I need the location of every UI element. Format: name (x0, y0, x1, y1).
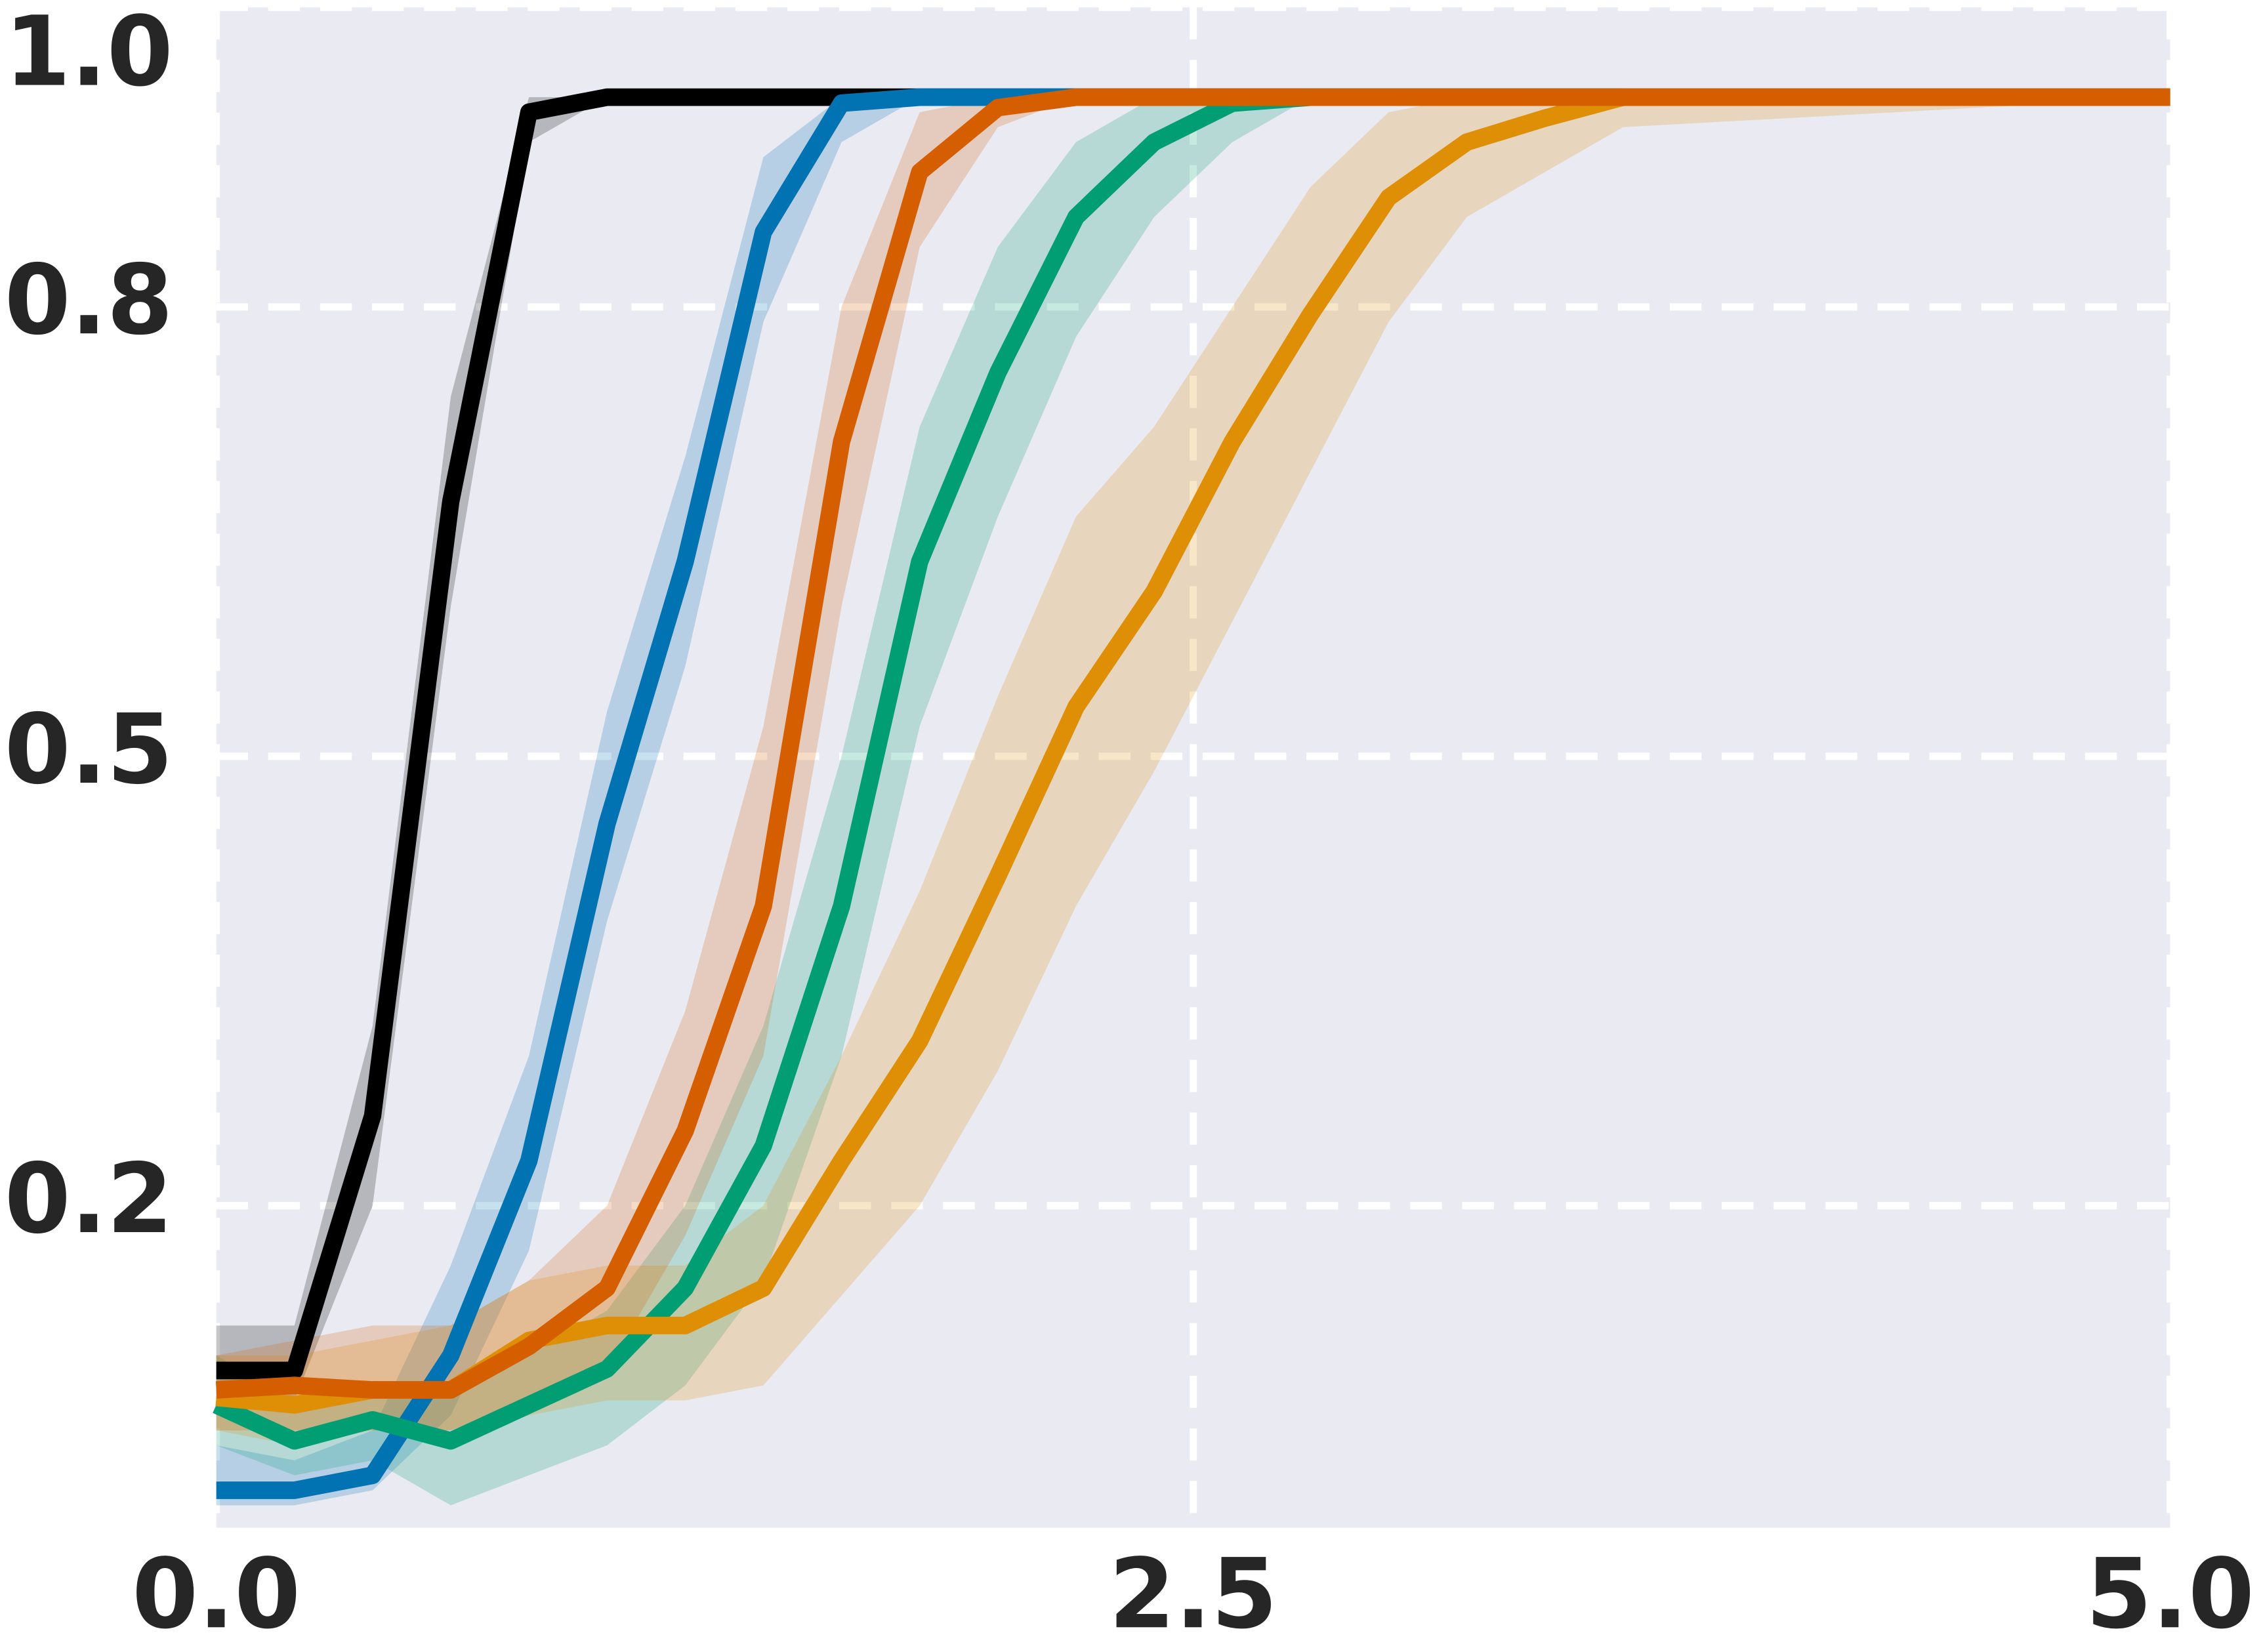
y-tick-label: 0.5 (5, 693, 173, 806)
series-line (215, 88, 2170, 1399)
y-tick-label: 0.2 (5, 1143, 173, 1255)
y-tick-label: 0.8 (5, 244, 173, 356)
y-tick-label: 1.0 (5, 0, 173, 108)
confidence-band (216, 97, 2170, 1446)
x-tick-label: 2.5 (1109, 1538, 1277, 1650)
x-tick-label: 0.0 (132, 1538, 301, 1650)
x-tick-label: 5.0 (2086, 1538, 2254, 1650)
